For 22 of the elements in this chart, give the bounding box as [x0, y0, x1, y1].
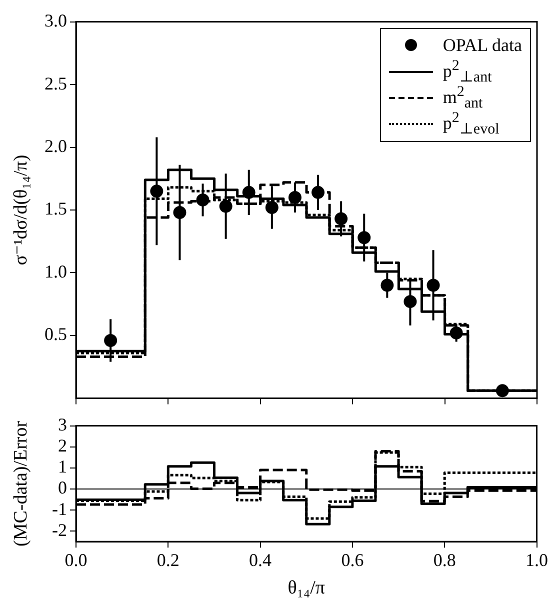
- y-tick-label: 1.5: [44, 198, 67, 219]
- y-axis-title: σ⁻¹dσ/d(θ₁₄/π): [10, 154, 32, 266]
- y-tick-label: 1.0: [44, 261, 67, 282]
- y-tick-label: 3: [58, 414, 67, 435]
- y-tick-label: 2: [58, 436, 67, 456]
- x-tick-label: 1.0: [526, 550, 548, 570]
- legend-label: OPAL data: [442, 35, 522, 56]
- y-tick-label: 0.5: [44, 324, 67, 344]
- y-axis-title: (MC-data)/Error: [10, 420, 32, 546]
- x-tick-label: 0.6: [341, 550, 364, 570]
- x-tick-label: 0.8: [433, 550, 456, 570]
- y-tick-label: 3.0: [44, 10, 67, 31]
- y-tick-label: -1: [52, 498, 67, 519]
- x-tick-label: 0.2: [156, 550, 180, 570]
- y-tick-label: -2: [52, 520, 67, 540]
- x-tick-label: 0.0: [64, 550, 88, 570]
- x-tick-label: 0.4: [249, 550, 272, 570]
- y-tick-label: 0: [58, 478, 67, 498]
- y-tick-label: 1: [58, 456, 67, 477]
- y-tick-label: 2.5: [44, 73, 67, 94]
- y-tick-label: 2.0: [44, 136, 67, 156]
- x-axis-title: θ₁₄/π: [288, 578, 326, 599]
